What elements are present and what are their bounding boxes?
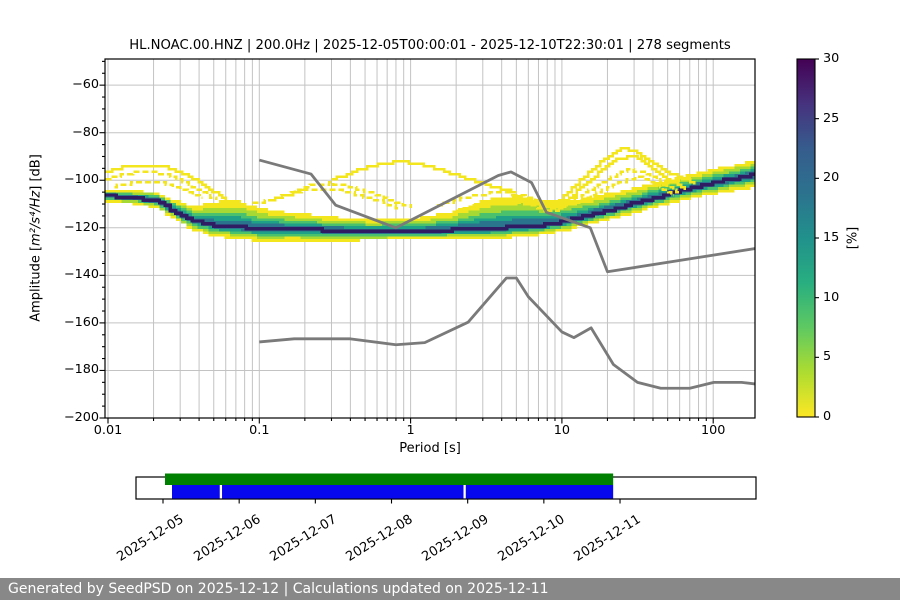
colorbar-tick-label: 20 [823,170,840,186]
noise-model-high [258,158,755,274]
x-tick-label: 1 [406,423,415,438]
y-tick-label: −120 [63,219,99,235]
noise-model-low [259,276,755,390]
x-tick-label: 0.1 [249,423,270,438]
colorbar [796,58,816,418]
axis-ticks [99,60,714,424]
y-tick-label: −200 [63,410,99,425]
x-tick-label: 0.01 [93,423,123,438]
y-tick-label: −180 [63,362,99,378]
footer-bar: Generated by SeedPSD on 2025-12-12 | Cal… [0,578,900,600]
page-title: HL.NOAC.00.HNZ | 200.0Hz | 2025-12-05T00… [129,38,731,53]
colorbar-tick-label: 10 [823,289,840,305]
x-axis-label: Period [s] [399,441,461,456]
psd-data-layer [105,146,755,390]
y-axis-label: Amplitude [m²/s⁴/Hz] [dB] [28,154,44,322]
colorbar-tick-label: 25 [823,110,840,126]
colorbar-tick-label: 0 [823,409,832,424]
x-tick-label: 100 [700,423,726,438]
colorbar-unit-label: [%] [845,226,861,250]
footer-text: Generated by SeedPSD on 2025-12-12 | Cal… [8,581,549,597]
colorbar-tick-label: 15 [823,230,840,245]
colorbar-tick-label: 5 [823,349,832,365]
colorbar-tick-label: 30 [823,51,840,66]
timeline-coverage-blue [171,485,220,499]
y-tick-label: −160 [63,314,99,330]
axes-frame [104,58,756,419]
timeline-coverage-green [164,473,614,485]
x-tick-label: 10 [553,423,571,438]
y-tick-label: −60 [71,77,99,93]
y-tick-label: −80 [71,124,99,140]
y-tick-label: −100 [63,172,99,188]
timeline-coverage-blue [465,485,614,499]
timeline-coverage-blue [222,485,464,499]
y-tick-label: −140 [63,267,99,283]
